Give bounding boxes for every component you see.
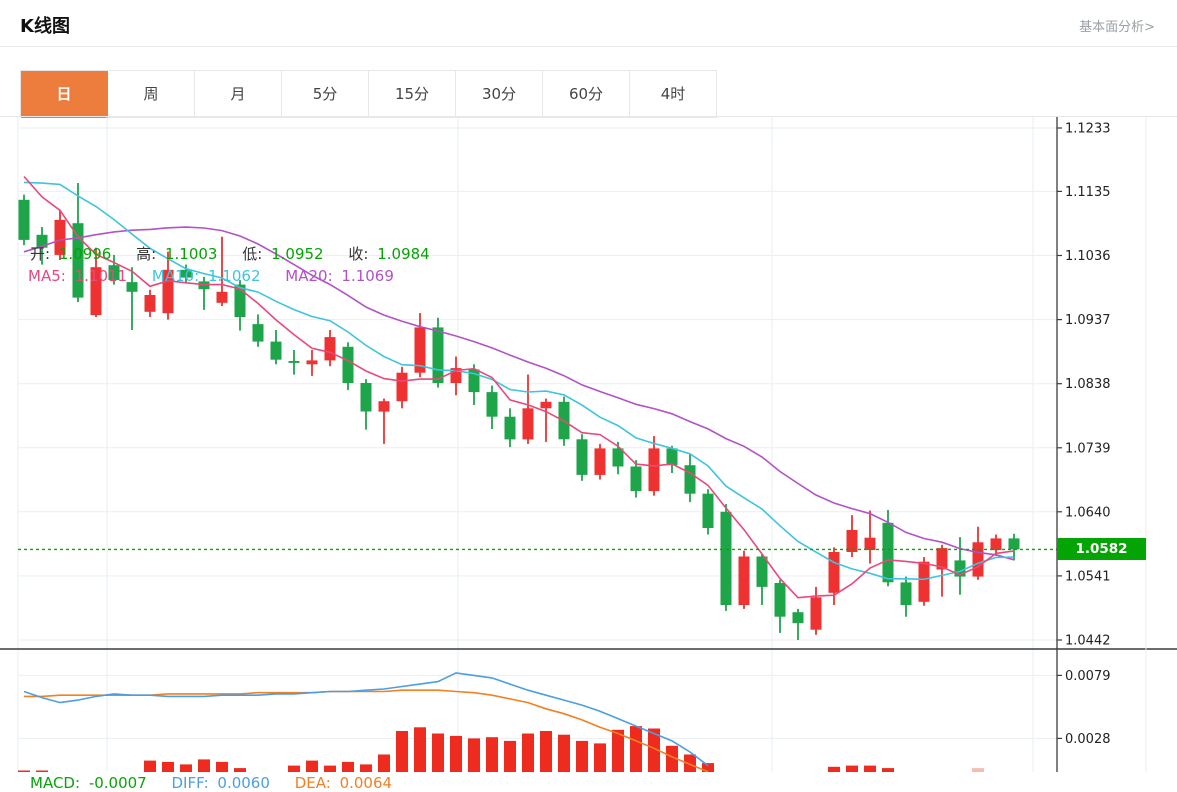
macd-value: -0.0007 [88,774,147,792]
ma10-line [23,181,1015,581]
tab-月[interactable]: 月 [195,71,282,118]
macd-label: MACD: [30,774,81,792]
close-value: 1.0984 [377,245,430,263]
ohlc-legend: 开: 1.0996 高: 1.1003 低: 1.0952 收: 1.0984 [30,243,434,264]
svg-text:1.0442: 1.0442 [1065,634,1111,649]
macd-histogram [18,726,984,772]
open-value: 1.0996 [58,245,112,263]
candles-layer [18,183,1020,640]
y-axis-labels: 1.1233 1.1135 1.1036 1.0937 1.0838 1.0739 1.06… [1057,122,1111,747]
open-label: 开: [30,245,51,263]
tab-周[interactable]: 周 [108,71,195,118]
fundamental-analysis-link[interactable]: 基本面分析> [1079,20,1155,35]
svg-text:0.0079: 0.0079 [1065,669,1111,684]
high-label: 高: [136,245,157,263]
tab-60分[interactable]: 60分 [543,71,630,118]
svg-text:1.1135: 1.1135 [1065,185,1111,200]
interval-tabbar: 日周月 5分 15分 30分 60分 4时 [20,70,717,118]
diff-value: 0.0060 [217,774,270,792]
low-label: 低: [242,245,263,263]
ma20-line [23,226,1015,561]
tabbar-underline [0,116,1177,117]
macd-legend: MACD: -0.0007 DIFF: 0.0060 DEA: 0.0064 [30,774,396,792]
tab-4时[interactable]: 4时 [630,71,717,118]
tab-5分[interactable]: 5分 [282,71,369,118]
tab-30分[interactable]: 30分 [456,71,543,118]
svg-text:1.0541: 1.0541 [1065,569,1111,584]
ma-legend: MA5: 1.1011 MA10: 1.1062 MA20: 1.1069 [28,267,398,285]
page-title: K线图 [20,16,70,37]
close-label: 收: [348,245,369,263]
dea-label: DEA: [294,774,331,792]
current-price-badge: 1.0582 [1057,538,1146,561]
diff-line [23,672,709,767]
svg-text:1.1036: 1.1036 [1065,249,1111,264]
ma10-value: 1.1062 [208,267,261,285]
svg-text:0.0028: 0.0028 [1065,732,1111,747]
tab-15分[interactable]: 15分 [369,71,456,118]
kline-chart[interactable]: 1.1233 1.1135 1.1036 1.0937 1.0838 1.0739 1.06… [0,117,1177,772]
low-value: 1.0952 [271,245,324,263]
ma20-label: MA20: [285,267,333,285]
svg-text:1.1233: 1.1233 [1065,122,1111,137]
high-value: 1.1003 [164,245,218,263]
tab-日[interactable]: 日 [21,71,108,118]
chart-area: 1.1233 1.1135 1.1036 1.0937 1.0838 1.0739 1.06… [0,117,1177,792]
page-header: K线图 基本面分析> [0,0,1177,47]
diff-label: DIFF: [171,774,209,792]
ma10-label: MA10: [151,267,200,285]
svg-text:1.0739: 1.0739 [1065,441,1111,456]
ma5-value: 1.1011 [74,267,128,285]
svg-text:1.0640: 1.0640 [1065,505,1111,520]
ma20-value: 1.1069 [341,267,394,285]
ma5-label: MA5: [28,267,66,285]
ma5-line [23,175,1015,599]
svg-text:1.0937: 1.0937 [1065,313,1111,328]
svg-text:1.0838: 1.0838 [1065,377,1111,392]
dea-value: 0.0064 [339,774,393,792]
